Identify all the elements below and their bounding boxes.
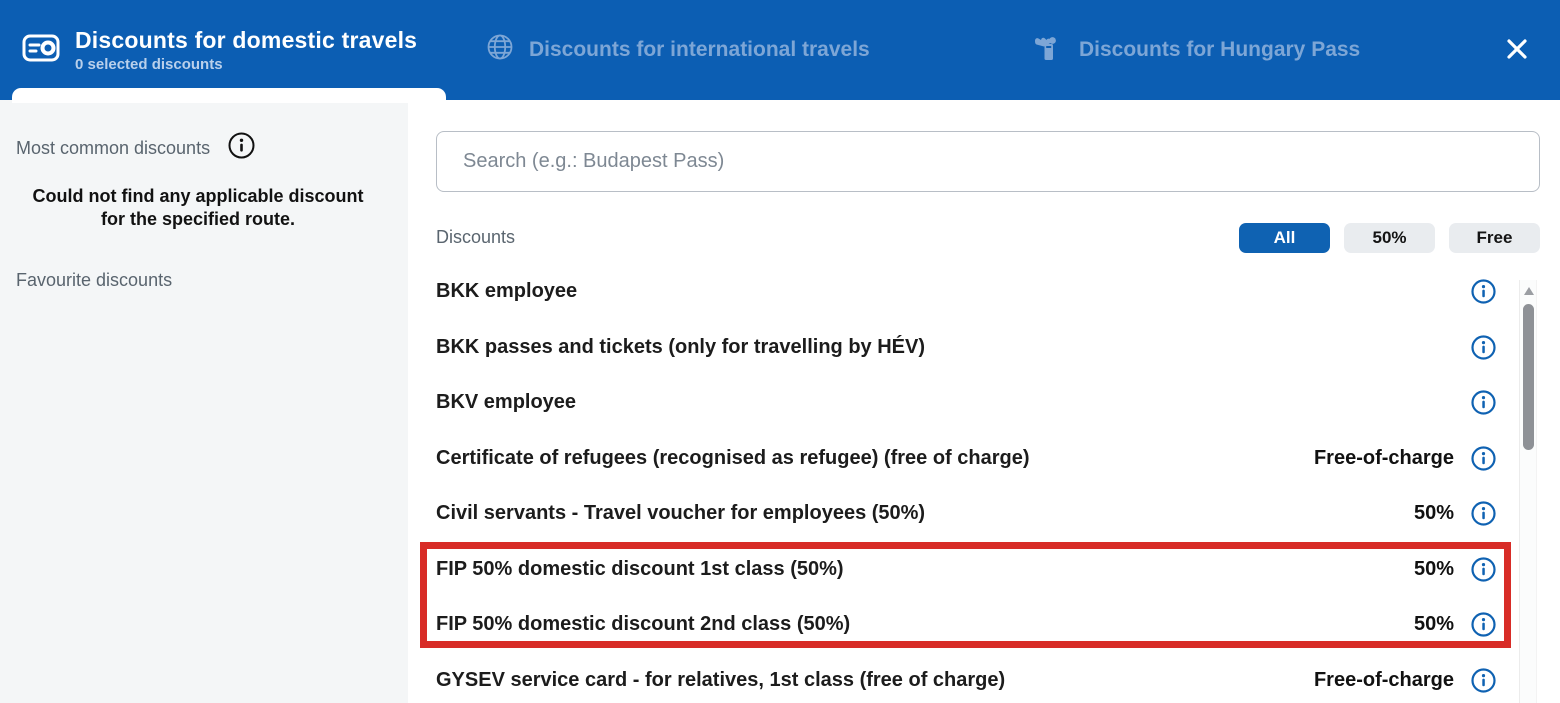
close-icon[interactable] xyxy=(1501,33,1533,65)
tab-domestic-title: Discounts for domestic travels xyxy=(75,27,418,53)
discount-name: BKK passes and tickets (only for travell… xyxy=(436,335,926,358)
info-icon[interactable] xyxy=(1471,446,1496,471)
discount-value: 50% xyxy=(1413,613,1454,636)
selected-discounts-count: 0 selected discounts xyxy=(75,56,223,73)
sidebar-item-most-common-discounts[interactable]: Most common discounts xyxy=(16,132,255,164)
info-icon[interactable] xyxy=(1471,501,1496,526)
info-icon[interactable] xyxy=(1471,612,1496,637)
discount-row[interactable]: BKK employee xyxy=(436,264,1496,320)
info-icon[interactable] xyxy=(1471,668,1496,693)
discount-value: Free-of-charge xyxy=(1313,446,1454,469)
tab-hungary-pass-title: Discounts for Hungary Pass xyxy=(1079,38,1361,61)
info-icon[interactable] xyxy=(1471,390,1496,415)
info-icon[interactable] xyxy=(1471,279,1496,304)
discount-row[interactable]: BKV employee xyxy=(436,375,1496,431)
list-header: Discounts All 50% Free xyxy=(436,222,1540,253)
search-input[interactable] xyxy=(437,132,1539,191)
favourite-discounts-label: Favourite discounts xyxy=(16,270,173,290)
discount-name: BKK employee xyxy=(436,280,578,303)
sidebar: Most common discounts Could not find any… xyxy=(0,100,408,703)
tab-domestic-discounts[interactable]: Discounts for domestic travels 0 selecte… xyxy=(22,0,417,100)
filter-all-button[interactable]: All xyxy=(1239,222,1330,253)
globe-icon xyxy=(486,33,514,67)
tab-international-discounts[interactable]: Discounts for international travels xyxy=(486,0,870,100)
info-icon[interactable] xyxy=(1471,335,1496,360)
tab-international-title: Discounts for international travels xyxy=(529,38,870,61)
discount-name: GYSEV service card - for relatives, 1st … xyxy=(436,668,1006,691)
discount-row[interactable]: FIP 50% domestic discount 1st class (50%… xyxy=(436,542,1496,598)
info-icon[interactable] xyxy=(1471,557,1496,582)
discount-row[interactable]: Certificate of refugees (recognised as r… xyxy=(436,431,1496,487)
active-tab-indicator xyxy=(12,88,446,103)
filter-free-button[interactable]: Free xyxy=(1449,222,1540,253)
scrollbar[interactable] xyxy=(1519,280,1537,703)
discounts-list-label: Discounts xyxy=(436,227,516,247)
dialog-header: Discounts for domestic travels 0 selecte… xyxy=(0,0,1560,100)
discount-name: FIP 50% domestic discount 2nd class (50%… xyxy=(436,613,851,636)
filter-group: All 50% Free xyxy=(1239,222,1540,253)
hungary-pass-icon xyxy=(1032,31,1064,69)
filter-50-percent-button[interactable]: 50% xyxy=(1344,222,1435,253)
discount-name: Certificate of refugees (recognised as r… xyxy=(436,446,1030,469)
discount-value: 50% xyxy=(1413,557,1454,580)
scrollbar-thumb[interactable] xyxy=(1523,304,1534,450)
search-box xyxy=(436,131,1540,192)
discounts-panel: Discounts All 50% Free BKK employee BKK … xyxy=(408,100,1560,703)
sidebar-item-favourite-discounts[interactable]: Favourite discounts xyxy=(16,270,172,291)
discount-row[interactable]: BKK passes and tickets (only for travell… xyxy=(436,320,1496,376)
discount-name: Civil servants - Travel voucher for empl… xyxy=(436,502,926,525)
scroll-up-arrow-icon[interactable] xyxy=(1524,287,1534,295)
discount-row[interactable]: Civil servants - Travel voucher for empl… xyxy=(436,486,1496,542)
discount-name: BKV employee xyxy=(436,391,577,414)
info-icon[interactable] xyxy=(228,132,255,164)
discount-value: 50% xyxy=(1413,502,1454,525)
tab-hungary-pass[interactable]: Discounts for Hungary Pass xyxy=(1032,0,1360,100)
discount-name: FIP 50% domestic discount 1st class (50%… xyxy=(436,557,844,580)
discount-list: BKK employee BKK passes and tickets (onl… xyxy=(436,264,1496,703)
no-discount-message: Could not find any applicable discount f… xyxy=(32,186,364,229)
discount-row[interactable]: FIP 50% domestic discount 2nd class (50%… xyxy=(436,597,1496,653)
discount-row[interactable]: GYSEV service card - for relatives, 1st … xyxy=(436,653,1496,703)
discount-card-icon xyxy=(22,32,60,69)
discount-value: Free-of-charge xyxy=(1313,668,1454,691)
most-common-discounts-label: Most common discounts xyxy=(16,137,211,158)
